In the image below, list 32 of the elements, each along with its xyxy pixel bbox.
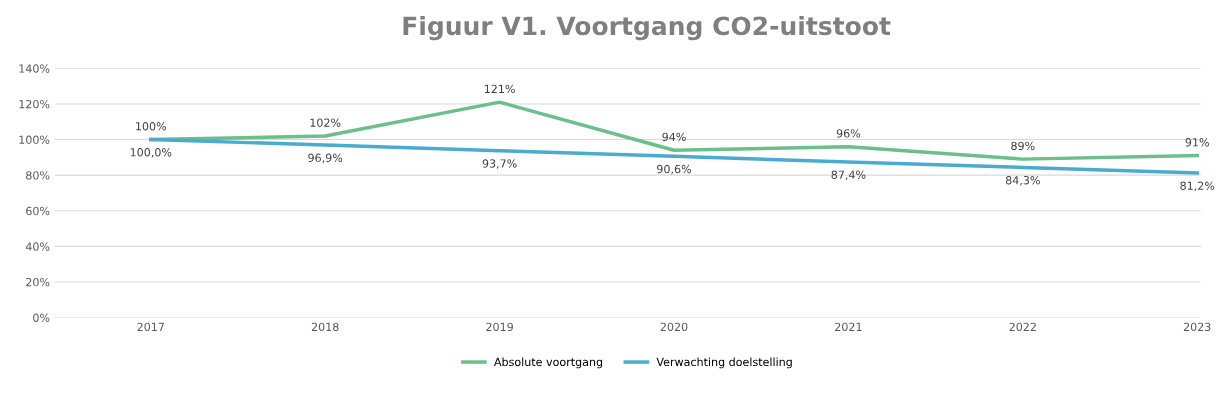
y-tick-label: 0% [33, 313, 50, 322]
data-label: 89% [1011, 141, 1035, 151]
x-tick-label: 2017 [137, 322, 164, 332]
x-tick-label: 2023 [1183, 322, 1211, 332]
data-label: 87,4% [831, 170, 866, 181]
x-tick-label: 2020 [660, 322, 688, 332]
x-tick-label: 2019 [486, 322, 513, 332]
data-label: 100% [136, 122, 167, 131]
data-label: 100,0% [130, 148, 172, 158]
y-tick-label: 100% [19, 135, 50, 144]
data-label: 96% [836, 129, 861, 138]
data-label: 90,6% [657, 164, 692, 175]
data-label: 96,9% [308, 153, 343, 164]
y-tick-label: 120% [19, 99, 50, 109]
y-tick-label: 20% [26, 277, 50, 287]
data-label: 81,2% [1180, 181, 1215, 192]
chart-title: Figuur V1. Voortgang CO2-uitstoot [403, 15, 891, 41]
y-tick-label: 80% [26, 171, 50, 180]
x-tick-label: 2021 [835, 322, 862, 332]
x-tick-label: 2018 [311, 322, 339, 332]
data-label: 84,3% [1005, 176, 1040, 186]
y-tick-label: 140% [19, 64, 50, 73]
x-tick-label: 2022 [1009, 322, 1036, 332]
legend-label: Absolute voortgang [494, 357, 603, 369]
data-label: 121% [484, 84, 515, 94]
data-label: 94% [662, 132, 686, 142]
y-tick-label: 60% [26, 206, 50, 216]
y-tick-label: 40% [25, 242, 50, 251]
data-label: 91% [1185, 138, 1209, 147]
data-label: 102% [310, 118, 341, 127]
data-label: 93,7% [482, 159, 517, 169]
legend-label: Verwachting doelstelling [656, 357, 792, 369]
